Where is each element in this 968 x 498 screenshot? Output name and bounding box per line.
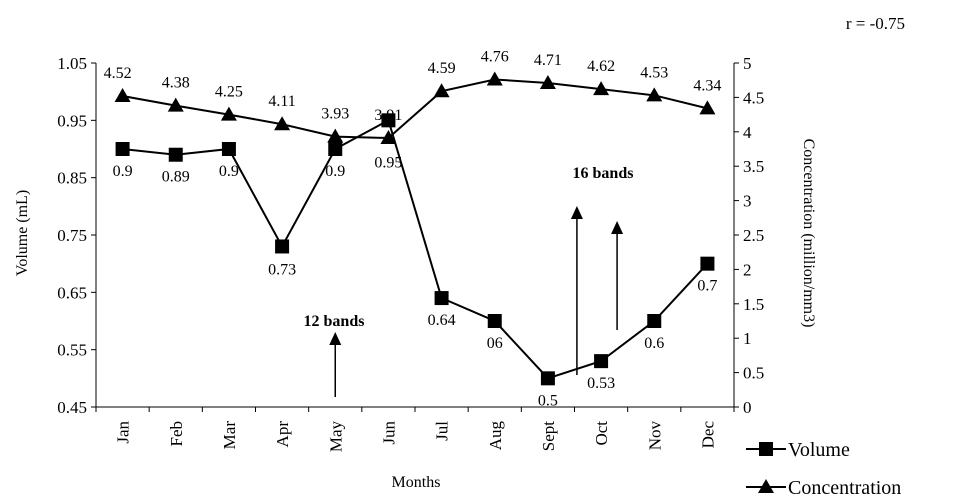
y-tick-label: 0.45 [57,398,87,417]
volume-data-label: 0.64 [428,312,456,329]
volume-data-label: 0.7 [697,278,717,295]
concentration-data-label: 4.76 [481,49,509,66]
x-tick-label: Jun [379,421,398,445]
arrow-12-bands-head [329,332,342,345]
legend: Volume Concentration [746,439,901,498]
concentration-point [433,83,450,98]
y-tick-label: 0.65 [57,283,87,302]
y2-tick-label: 0.5 [743,364,764,383]
concentration-point [699,100,716,115]
x-tick-label: Jan [114,421,133,444]
y2-tick-label: 2 [743,260,752,279]
volume-point [647,314,662,328]
volume-data-label: 0.95 [374,154,402,171]
concentration-point [274,116,291,131]
y2-tick-label: 4.5 [743,88,764,107]
volume-data-label: 0.73 [268,261,296,278]
concentration-point [593,81,610,96]
concentration-data-label: 4.53 [640,64,668,81]
concentration-data-label: 4.71 [534,52,562,69]
volume-data-label: 0.5 [538,392,558,409]
volume-point [700,256,715,271]
volume-data-label: 06 [487,335,503,352]
concentration-point [220,106,237,121]
concentration-data-label: 4.52 [104,65,132,82]
volume-point [540,371,555,386]
x-tick-label: Nov [645,421,664,451]
legend-volume-marker [759,442,773,456]
volume-data-label: 0.9 [219,163,239,180]
concentration-data-label: 4.62 [587,58,615,75]
y-tick-label: 0.85 [57,169,87,188]
volume-point [594,354,609,369]
y2-tick-label: 5 [743,54,752,73]
volume-data-label: 0.53 [587,375,615,392]
series-concentration-line [122,78,708,140]
y-axis-title: Volume (mL) [14,190,31,276]
concentration-point [646,87,663,102]
volume-point [328,142,343,156]
correlation-label: r = -0.75 [846,14,905,33]
x-tick-label: Oct [592,421,611,446]
volume-point [115,142,130,156]
y2-tick-label: 3.5 [743,157,764,176]
volume-data-label: 0.9 [325,163,345,180]
y2-tick-label: 0 [743,398,752,417]
x-tick-label: Aug [486,421,505,451]
x-tick-label: May [326,421,345,453]
y2-tick-label: 4 [743,123,752,142]
concentration-data-label: 4.38 [162,75,190,92]
legend-item-concentration: Concentration [746,477,901,498]
arrow-16-bands-left-head [570,206,583,219]
concentration-data-label: 4.25 [215,84,243,101]
volume-point [434,291,449,306]
x-tick-label: Mar [220,421,239,450]
y2-tick-label: 3 [743,192,752,211]
concentration-point [539,74,556,89]
volume-point [221,142,236,156]
legend-item-volume: Volume [746,439,850,461]
legend-concentration-label: Concentration [788,477,901,498]
concentration-data-label: 4.34 [693,77,721,94]
legend-concentration-marker [758,479,774,493]
legend-volume-label: Volume [788,439,850,461]
volume-data-label: 0.6 [644,335,664,352]
y-tick-label: 0.55 [57,341,87,360]
x-tick-label: Feb [167,421,186,447]
x-tick-label: Apr [273,421,292,448]
y-tick-label: 0.75 [57,226,87,245]
concentration-point [486,71,503,86]
y-tick-label: 1.05 [57,54,87,73]
concentration-data-label: 3.91 [374,107,402,124]
concentration-point [327,128,344,143]
concentration-data-label: 4.59 [428,60,456,77]
volume-point [275,239,290,254]
concentration-point [167,97,184,112]
y2-tick-label: 2.5 [743,226,764,245]
annotation-16-bands: 16 bands [573,165,634,182]
x-axis-title: Months [392,474,441,491]
volume-point [168,147,183,162]
volume-data-label: 0.89 [162,169,190,186]
x-tick-label: Jul [433,421,452,441]
concentration-point [114,88,131,103]
arrow-16-bands-right-head [611,221,624,234]
annotation-12-bands: 12 bands [304,313,365,330]
volume-data-label: 0.9 [113,163,133,180]
series-volume-line [122,118,709,380]
volume-point [381,113,396,128]
y2-axis-title: Concentration (million/mm3) [800,139,817,328]
y-tick-label: 0.95 [57,111,87,130]
x-tick-label: Sept [539,421,558,452]
y2-tick-label: 1 [743,329,752,348]
concentration-data-label: 4.11 [268,93,295,110]
concentration-data-label: 3.93 [321,106,349,123]
y2-tick-label: 1.5 [743,295,764,314]
x-tick-label: Dec [698,421,717,449]
volume-point [487,314,502,328]
concentration-point [380,129,397,144]
